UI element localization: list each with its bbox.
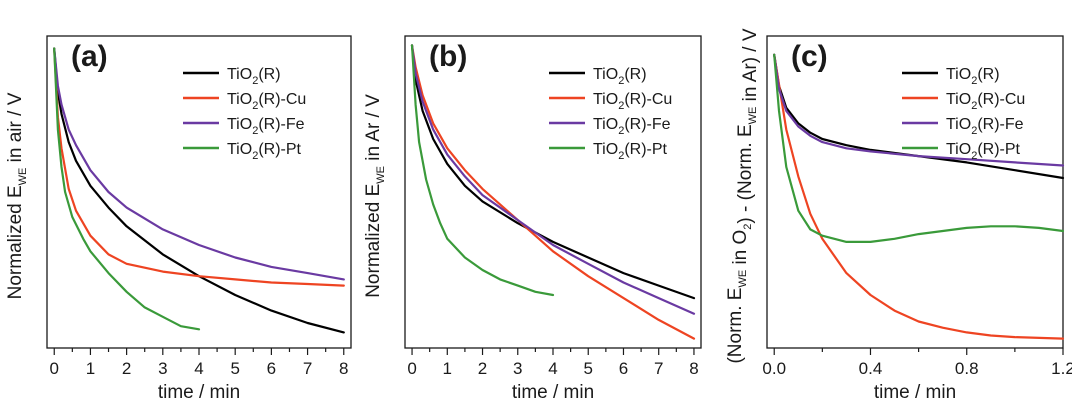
series-line-tio2-r-fe [410,44,696,315]
legend-label: TiO2(R)-Pt [227,141,302,162]
plot-frame [766,35,1064,349]
panel-label: (b) [429,40,467,73]
x-tick-label: 4 [548,359,557,378]
y-axis-title: Normalized EWE in air / V [5,92,29,299]
series-line-tio2-r-cu [410,44,696,340]
legend-label: TiO2(R)-Pt [593,141,668,162]
x-tick-label: 4 [194,359,203,378]
legend-label: TiO2(R) [946,66,1000,87]
series-line-tio2-r-pt [410,44,555,297]
legend-label: TiO2(R) [227,66,281,87]
legend-label: TiO2(R)-Fe [227,116,305,137]
legend-label: TiO2(R)-Cu [593,91,672,112]
plot-frame [404,35,702,349]
series-line-tio2-r-pt [773,53,1065,243]
x-tick-label: 8 [689,359,698,378]
series-line-tio2-r-fe [53,47,345,281]
legend: TiO2(R) TiO2(R)-Cu TiO2(R)-Fe TiO2(R)-Pt [183,66,306,162]
legend-label: TiO2(R)-Cu [227,91,306,112]
x-tick-label: 5 [584,359,593,378]
x-tick-label: 0.8 [955,359,979,378]
x-tick-label: 0.0 [762,359,786,378]
x-tick-label: 7 [303,359,312,378]
y-axis-title: (Norm. EWE in O2) - (Norm. EWE in Ar) / … [725,28,761,363]
x-tick-label: 8 [339,359,348,378]
legend: TiO2(R) TiO2(R)-Cu TiO2(R)-Fe TiO2(R)-Pt [902,66,1025,162]
x-tick-label: 1.2 [1051,359,1072,378]
chart-panel-1: 0 1 2 3 4 5 6 7 8 time / min Normalized EWE in air… [5,35,352,403]
x-tick-label: 1 [86,359,95,378]
legend-label: TiO2(R) [593,66,647,87]
chart-panel-3: 0.0 0.4 0.8 1.2 time / min (Norm. EWE in O2) … [725,28,1072,403]
x-tick-label: 3 [158,359,167,378]
x-tick-label: 2 [478,359,487,378]
x-tick-label: 0.4 [859,359,883,378]
x-tick-label: 6 [267,359,276,378]
x-tick-label: 3 [513,359,522,378]
x-axis-title: time / min [512,382,594,403]
plot-frame [46,35,352,349]
series-line-tio2-r- [53,47,345,334]
series-line-tio2-r-cu [53,47,345,287]
x-tick-label: 2 [122,359,131,378]
legend: TiO2(R) TiO2(R)-Cu TiO2(R)-Fe TiO2(R)-Pt [549,66,672,162]
x-tick-label: 0 [50,359,59,378]
y-axis-title: Normalized EWE in Ar / V [363,94,387,298]
x-tick-label: 5 [230,359,239,378]
panel-label: (c) [791,40,828,73]
series-line-tio2-r-cu [773,53,1065,340]
series-line-tio2-r-pt [53,47,201,331]
series-line-tio2-r- [410,44,696,300]
x-tick-label: 1 [443,359,452,378]
x-tick-label: 6 [619,359,628,378]
x-axis-title: time / min [874,382,956,403]
x-axis-title: time / min [158,382,240,403]
series-line-tio2-r-fe [773,53,1065,167]
legend-label: TiO2(R)-Cu [946,91,1025,112]
x-tick-label: 0 [407,359,416,378]
legend-label: TiO2(R)-Pt [946,141,1021,162]
legend-label: TiO2(R)-Fe [946,116,1024,137]
legend-label: TiO2(R)-Fe [593,116,671,137]
panel-label: (a) [71,40,108,73]
chart-panel-2: 0 1 2 3 4 5 6 7 8 time / min Normalized EWE in Ar … [363,35,702,403]
x-tick-label: 7 [654,359,663,378]
